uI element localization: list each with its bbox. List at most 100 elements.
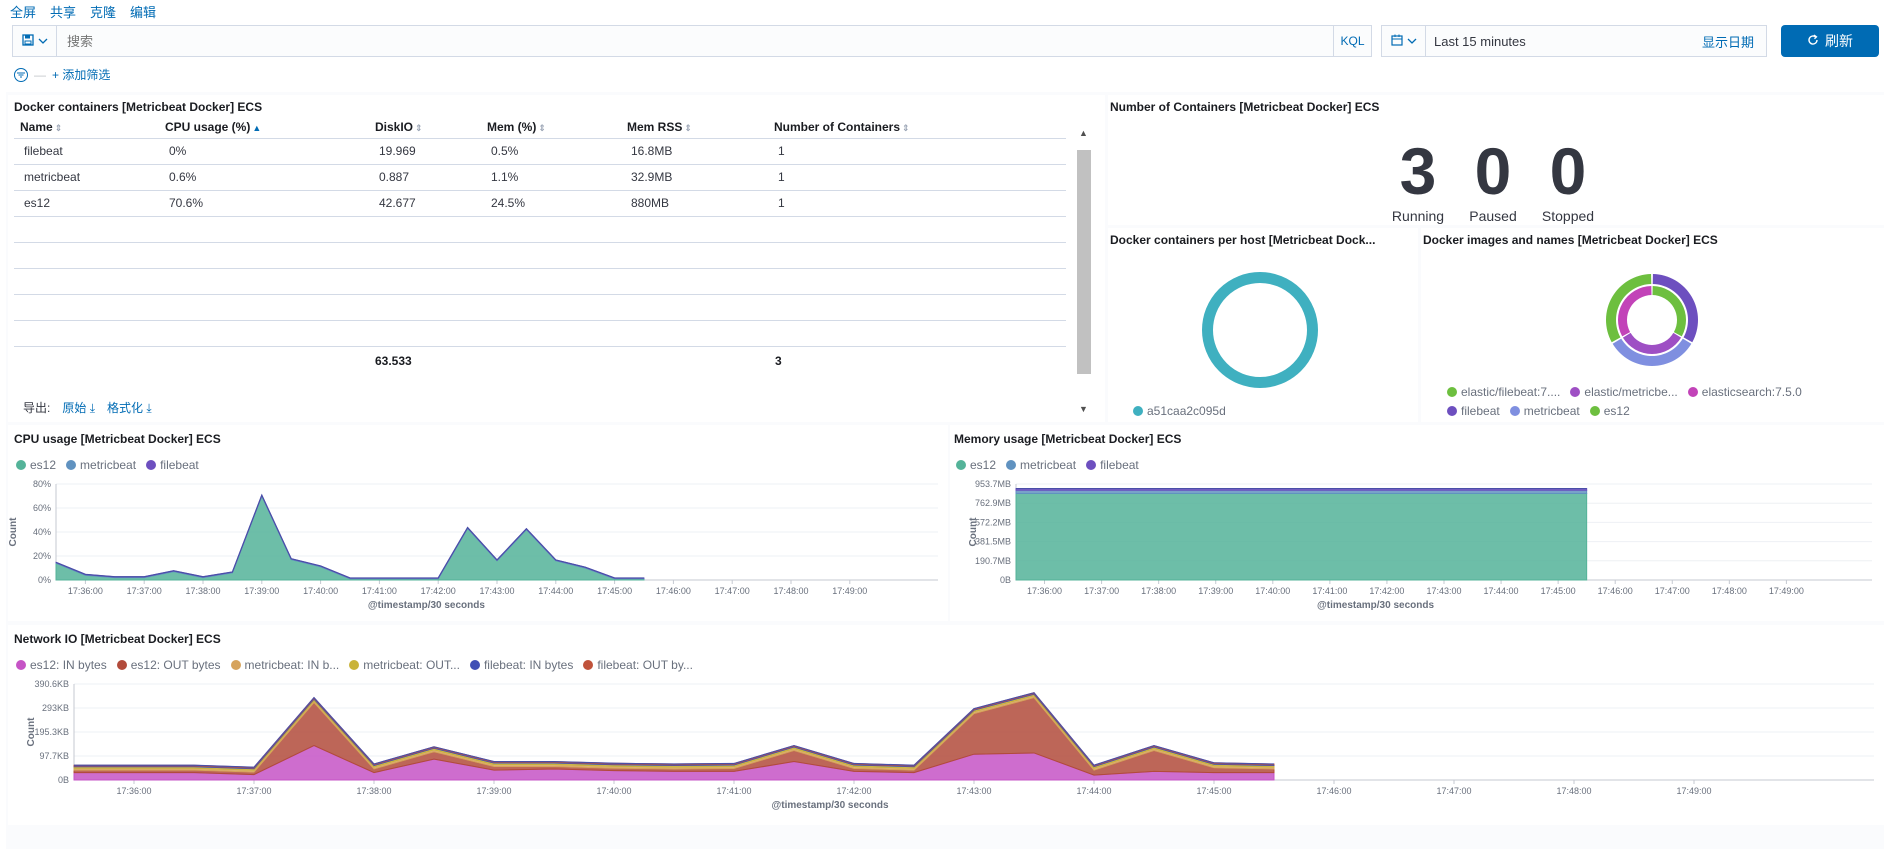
download-icon: ⤓ [89,401,96,415]
area-series [73,692,1275,769]
cell-memrss: 880MB [621,190,768,217]
refresh-icon [1807,33,1819,49]
network-legend: es12: IN bytes es12: OUT bytes metricbea… [16,658,693,672]
legend-item[interactable]: es12 [1589,404,1630,418]
network-chart: 0B 97.7KB 195.3KB 293KB 390.6KB 17:36:00 17:37… [26,679,1874,811]
x-tick-label: 17:38:00 [185,586,220,596]
saved-query-button[interactable] [13,26,57,56]
legend-item[interactable]: filebeat: IN bytes [469,658,573,672]
y-tick-label: 572.2MB [975,517,1011,527]
legend-dot [1447,387,1457,397]
cell-diskio: 0.887 [369,164,481,191]
col-diskio-header[interactable]: DiskIO ⇕ [369,116,481,139]
metric-value: 0 [1474,134,1512,208]
x-tick-label: 17:39:00 [1198,586,1233,596]
col-memrss-header[interactable]: Mem RSS ⇕ [621,116,768,139]
y-tick-label: 953.7MB [975,479,1011,489]
legend-dot [16,660,26,670]
x-tick-label: 17:36:00 [68,586,103,596]
scroll-up-icon[interactable]: ▲ [1079,128,1088,138]
col-cpu-header[interactable]: CPU usage (%) ▲ [159,116,369,139]
legend-item[interactable]: elastic/metricbe... [1570,385,1678,399]
search-input[interactable] [57,26,1333,56]
export-formatted-link[interactable]: 格式化 ⤓ [107,401,152,415]
y-tick-label: 293KB [42,703,69,713]
refresh-button[interactable]: 刷新 [1781,25,1879,57]
fullscreen-link[interactable]: 全屏 [10,5,37,20]
edit-link[interactable]: 编辑 [130,5,157,20]
x-tick-label: 17:39:00 [476,786,511,796]
legend-item[interactable]: filebeat [1447,404,1500,418]
cell-count: 1 [768,190,1066,217]
legend-item[interactable]: metricbeat: OUT... [349,658,460,672]
x-tick-label: 17:40:00 [1255,586,1290,596]
legend-item[interactable]: es12 [956,458,996,472]
y-axis-title: Count [26,717,37,747]
x-tick-label: 17:41:00 [362,586,397,596]
legend-item[interactable]: filebeat [1086,458,1139,472]
total-diskio: 63.533 [375,354,412,368]
legend-item[interactable]: es12: OUT bytes [116,658,221,672]
time-range-label[interactable]: Last 15 minutes [1434,33,1526,49]
per-host-title: Docker containers per host [Metricbeat D… [1110,233,1376,247]
x-tick-label: 17:48:00 [773,586,808,596]
table-row-empty [14,216,1066,243]
legend-item[interactable]: elasticsearch:7.5.0 [1687,385,1802,399]
legend-item[interactable]: es12: IN bytes [16,658,107,672]
filter-options-icon[interactable] [14,67,28,82]
show-dates-link[interactable]: 显示日期 [1701,34,1754,50]
images-legend-row2: filebeat metricbeat es12 [1447,404,1630,418]
table-row-empty [14,294,1066,321]
scrollbar-thumb[interactable] [1077,150,1091,374]
x-tick-label: 17:42:00 [1369,586,1404,596]
legend-item[interactable]: metricbeat: IN b... [230,658,339,672]
x-tick-label: 17:49:00 [1676,786,1711,796]
image-outer-slice [1606,274,1652,343]
filter-divider: — [34,67,46,82]
metric-stopped: 0 Stopped [1538,138,1598,224]
x-tick-label: 17:43:00 [479,586,514,596]
legend-item[interactable]: filebeat [146,458,199,472]
x-tick-label: 17:42:00 [836,786,871,796]
scroll-down-icon[interactable]: ▼ [1079,404,1088,414]
num-containers-title: Number of Containers [Metricbeat Docker]… [1110,100,1380,114]
image-inner-slice [1652,286,1686,337]
cell-cpu: 0% [159,138,369,165]
cpu-title: CPU usage [Metricbeat Docker] ECS [14,432,221,446]
download-icon: ⤓ [146,401,152,415]
y-tick-label: 80% [33,479,51,489]
legend-item[interactable]: metricbeat [66,458,136,472]
x-tick-label: 17:40:00 [596,786,631,796]
sort-icon: ⇕ [415,122,423,133]
legend-item[interactable]: a51caa2c095d [1133,404,1226,418]
x-tick-label: 17:37:00 [236,786,271,796]
cell-count: 1 [768,138,1066,165]
clone-link[interactable]: 克隆 [90,5,117,20]
metric-label: Stopped [1541,208,1595,224]
kql-toggle[interactable]: KQL [1333,26,1371,56]
add-filter-button[interactable]: + 添加筛选 [52,68,111,82]
image-outer-slice [1612,338,1692,366]
cell-name: es12 [14,190,159,217]
share-link[interactable]: 共享 [50,5,77,20]
legend-item[interactable]: metricbeat [1509,404,1580,418]
cell-mem: 0.5% [481,138,621,165]
col-count-header[interactable]: Number of Containers ⇕ [768,116,1066,139]
x-tick-label: 17:38:00 [356,786,391,796]
legend-dot [116,660,127,670]
col-name-header[interactable]: Name ⇕ [14,116,159,139]
refresh-label: 刷新 [1825,33,1853,49]
series-top-line [74,692,1275,768]
metric-paused: 0 Paused [1463,138,1523,224]
legend-item[interactable]: elastic/filebeat:7.... [1447,385,1560,399]
export-raw-link[interactable]: 原始 ⤓ [62,401,96,415]
x-tick-label: 17:49:00 [1769,586,1804,596]
quick-menu-button[interactable] [1382,26,1426,56]
legend-dot [1086,460,1097,470]
legend-item[interactable]: filebeat: OUT by... [583,658,693,672]
legend-item[interactable]: es12 [16,458,56,472]
chevron-down-icon [38,34,48,48]
col-mem-header[interactable]: Mem (%) ⇕ [481,116,621,139]
legend-item[interactable]: metricbeat [1006,458,1076,472]
network-title: Network IO [Metricbeat Docker] ECS [14,632,221,646]
